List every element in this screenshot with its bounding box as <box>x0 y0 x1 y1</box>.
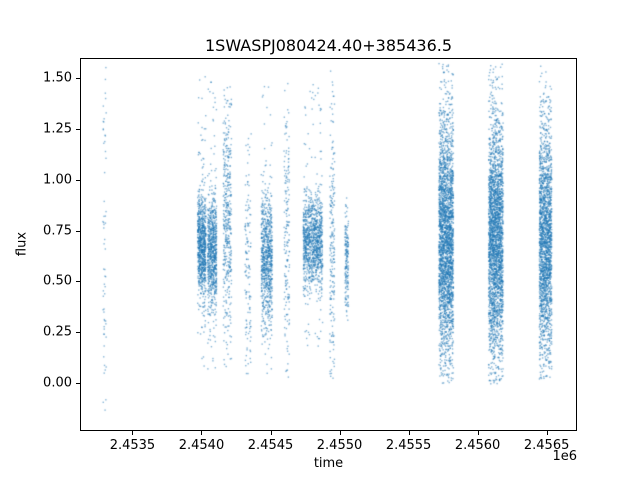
x-axis-label: time <box>313 456 344 471</box>
y-tick-mark <box>76 77 80 79</box>
x-tick-label: 2.4555 <box>385 438 432 453</box>
y-tick-mark <box>76 128 80 130</box>
y-tick-mark <box>76 179 80 181</box>
x-tick-label: 2.4550 <box>316 438 363 453</box>
x-tick-mark <box>270 431 272 435</box>
y-tick-label: 0.00 <box>43 375 72 391</box>
plot-area <box>80 58 577 431</box>
y-tick-mark <box>76 383 80 385</box>
x-tick-mark <box>201 431 203 435</box>
x-tick-label: 2.4545 <box>247 438 294 453</box>
y-tick-label: 1.00 <box>43 172 72 188</box>
x-tick-mark <box>546 431 548 435</box>
x-tick-mark <box>408 431 410 435</box>
y-tick-label: 0.25 <box>43 324 72 340</box>
y-tick-label: 0.75 <box>43 223 72 239</box>
y-tick-mark <box>76 230 80 232</box>
x-tick-label: 2.4560 <box>454 438 501 453</box>
y-tick-mark <box>76 332 80 334</box>
x-axis-offset-text: 1e6 <box>552 449 577 464</box>
x-tick-label: 2.4535 <box>109 438 156 453</box>
x-tick-mark <box>477 431 479 435</box>
x-tick-label: 2.4565 <box>523 438 570 453</box>
chart-title: 1SWASPJ080424.40+385436.5 <box>204 36 453 55</box>
x-tick-mark <box>132 431 134 435</box>
x-tick-label: 2.4540 <box>178 438 225 453</box>
y-tick-mark <box>76 281 80 283</box>
y-tick-label: 1.50 <box>43 70 72 86</box>
scatter-canvas <box>81 59 576 430</box>
y-tick-label: 1.25 <box>43 121 72 137</box>
y-tick-label: 0.50 <box>43 273 72 289</box>
x-tick-mark <box>339 431 341 435</box>
